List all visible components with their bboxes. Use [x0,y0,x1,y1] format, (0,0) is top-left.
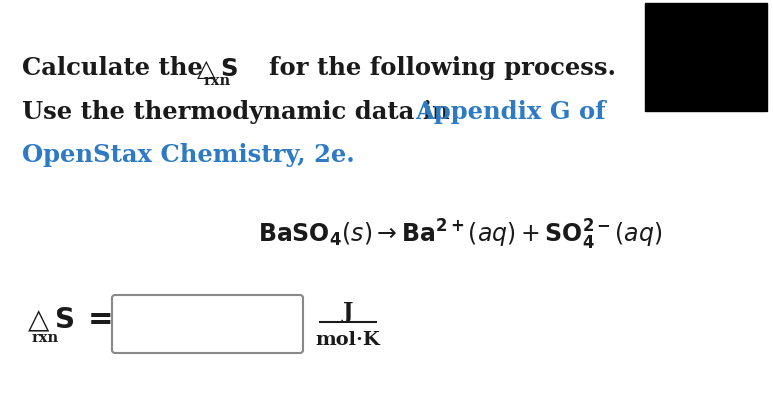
Text: $\mathbf{\circ}$: $\mathbf{\circ}$ [220,53,230,67]
Bar [645,3,767,111]
Text: OpenStax Chemistry, 2e.: OpenStax Chemistry, 2e. [22,143,355,167]
Text: $\mathbf{\circ}$: $\mathbf{\circ}$ [54,301,63,318]
Text: J: J [342,301,353,323]
Text: rxn: rxn [204,74,231,88]
FancyBboxPatch shape [112,295,303,353]
Text: rxn: rxn [32,331,59,345]
Text: $\mathbf{\triangle S}$: $\mathbf{\triangle S}$ [22,306,74,334]
Text: Use the thermodynamic data in: Use the thermodynamic data in [22,100,458,124]
Text: =: = [88,305,114,336]
Text: for the following process.: for the following process. [252,56,616,80]
Text: Calculate the: Calculate the [22,56,211,80]
Text: $\mathbf{BaSO_4}(s) \rightarrow \mathbf{Ba^{2+}}(aq) + \mathbf{SO_4^{2-}}(aq)$: $\mathbf{BaSO_4}(s) \rightarrow \mathbf{… [257,218,662,252]
Text: $\mathbf{\triangle S}$: $\mathbf{\triangle S}$ [192,56,238,80]
Text: mol·K: mol·K [315,331,380,349]
Text: Appendix G of: Appendix G of [415,100,605,124]
